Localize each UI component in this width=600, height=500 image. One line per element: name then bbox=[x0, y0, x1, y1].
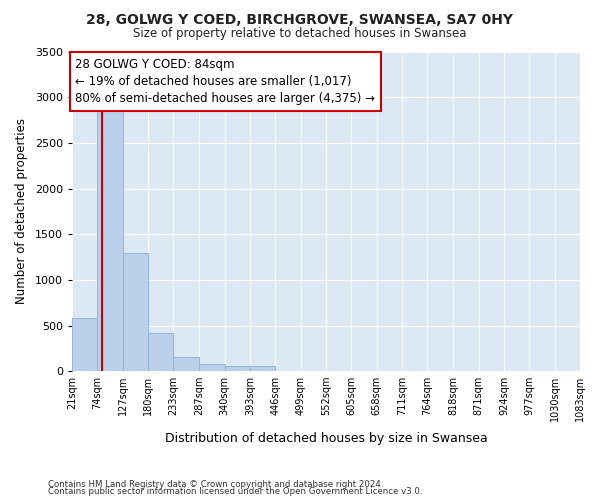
Bar bbox=[173, 357, 199, 372]
Text: Size of property relative to detached houses in Swansea: Size of property relative to detached ho… bbox=[133, 28, 467, 40]
Y-axis label: Number of detached properties: Number of detached properties bbox=[15, 118, 28, 304]
Bar bbox=[123, 252, 148, 372]
Bar bbox=[148, 333, 173, 372]
Bar bbox=[250, 366, 275, 372]
X-axis label: Distribution of detached houses by size in Swansea: Distribution of detached houses by size … bbox=[164, 432, 487, 445]
Text: 28, GOLWG Y COED, BIRCHGROVE, SWANSEA, SA7 0HY: 28, GOLWG Y COED, BIRCHGROVE, SWANSEA, S… bbox=[86, 12, 514, 26]
Text: Contains public sector information licensed under the Open Government Licence v3: Contains public sector information licen… bbox=[48, 487, 422, 496]
Bar bbox=[72, 318, 97, 372]
Bar bbox=[224, 366, 250, 372]
Text: Contains HM Land Registry data © Crown copyright and database right 2024.: Contains HM Land Registry data © Crown c… bbox=[48, 480, 383, 489]
Text: 28 GOLWG Y COED: 84sqm
← 19% of detached houses are smaller (1,017)
80% of semi-: 28 GOLWG Y COED: 84sqm ← 19% of detached… bbox=[76, 58, 376, 105]
Bar bbox=[97, 102, 123, 372]
Bar bbox=[199, 364, 224, 372]
